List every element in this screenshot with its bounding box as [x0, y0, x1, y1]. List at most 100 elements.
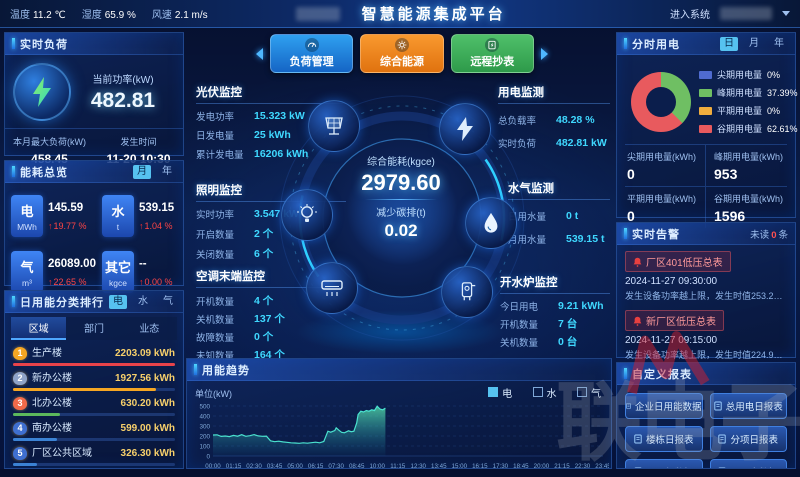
svg-text:07:30: 07:30 — [328, 463, 344, 470]
tab-gas[interactable]: 气 — [163, 295, 173, 307]
stat-row: 总负载率 48.28 % — [498, 114, 595, 127]
energy-card-other: 其它 kgce -- ↑0.00 % — [101, 251, 177, 293]
stat-row: 实时负荷 482.81 kW — [498, 137, 607, 150]
stat-row: 日发电量 25 kWh — [196, 129, 291, 142]
legend-gas[interactable]: 气 — [577, 385, 601, 400]
svg-text:21:15: 21:15 — [554, 463, 570, 470]
chevron-down-icon[interactable] — [782, 11, 790, 16]
tou-cell-flat: 平期用电量(kWh) 0 — [625, 186, 706, 228]
rank-bar — [13, 438, 175, 441]
report-button-daily-energy[interactable]: 企业日用能数据 — [625, 393, 703, 419]
alert-name: 厂区401低压总表 — [646, 258, 723, 269]
water-drop-icon — [465, 197, 517, 249]
section-pv: 光伏监控 发电功率 15.323 kW 日发电量 25 kWh 累计发电量 16206… — [196, 84, 346, 166]
nav-next-icon[interactable] — [540, 47, 548, 60]
legend-item: 峰期用电量 37.39% — [699, 86, 798, 99]
legend-water[interactable]: 水 — [532, 385, 557, 400]
top-bar: 温度 11.2 ℃ 湿度 65.9 % 风速 2.1 m/s 智慧能源集成平台 进入系… — [0, 0, 800, 28]
document-icon — [714, 401, 722, 411]
svg-text:12:30: 12:30 — [411, 463, 427, 470]
stat-row: 累计发电量 16206 kWh — [196, 148, 309, 161]
list-item[interactable]: 1 生产楼 2203.09 kWh — [13, 347, 175, 366]
document-icon — [626, 403, 631, 409]
remote-meter-button[interactable]: 远程抄表 — [450, 34, 534, 73]
report-button-daily-gas[interactable]: 日用气数据 — [625, 459, 703, 468]
username-blurred[interactable] — [720, 7, 772, 20]
lightning-badge-icon — [13, 63, 71, 121]
panel-accent — [624, 228, 627, 239]
stat-row: 开机数量 7 台 — [500, 318, 578, 331]
up-arrow-icon: ↑ — [138, 220, 144, 231]
rank-name: 厂区公共区域 — [32, 448, 92, 459]
svg-text:200: 200 — [199, 433, 210, 440]
tou-donut-chart[interactable] — [631, 71, 691, 132]
section-title: 光伏监控 — [196, 84, 346, 104]
panel-tou-electricity: 分时用电 日 月 年 尖期用电量 0% 峰期用电量 37.39% 平期用电量 0% 谷… — [616, 32, 798, 228]
rank-badge: 4 — [13, 422, 27, 435]
temperature-readout: 温度 11.2 ℃ — [10, 10, 66, 21]
rank-value: 630.20 kWh — [120, 398, 175, 409]
wind-readout: 风速 2.1 m/s — [151, 10, 208, 21]
app-title: 智慧能源集成平台 — [361, 6, 506, 23]
panel-accent — [12, 166, 15, 177]
tab-day[interactable]: 日 — [720, 36, 738, 51]
list-item[interactable]: 3 北办公楼 630.20 kWh — [13, 397, 175, 416]
alert-item[interactable]: 厂区401低压总表 2024-11-27 09:30:00 发生设备功率越上限，… — [617, 245, 795, 304]
report-button-daily-electric[interactable]: 总用电日报表 — [709, 393, 787, 419]
report-buttons: 企业日用能数据 总用电日报表 楼栋日报表 分项日报表 日用气数据 日用水数据 — [617, 385, 795, 468]
list-item[interactable]: 2 新办公楼 1927.56 kWh — [13, 372, 175, 391]
svg-text:02:30: 02:30 — [246, 463, 262, 470]
other-badge-icon: 其它 kgce — [101, 251, 134, 293]
svg-text:13:45: 13:45 — [431, 463, 447, 470]
up-arrow-icon: ↑ — [48, 276, 53, 287]
tab-region[interactable]: 区域 — [11, 317, 67, 340]
section-title: 用电监测 — [498, 84, 610, 104]
report-button-building-daily[interactable]: 楼栋日报表 — [625, 426, 703, 452]
rank-name: 北办公楼 — [32, 398, 72, 409]
section-boiler: 开水炉监控 今日用电 9.21 kWh 开机数量 7 台 关机数量 0 台 — [500, 274, 610, 352]
divider — [365, 199, 437, 200]
svg-text:18:45: 18:45 — [513, 463, 529, 470]
stat-row: 关机数量 0 台 — [500, 336, 578, 349]
tou-cell-peak: 峰期用电量(kWh) 953 — [706, 144, 787, 186]
panel-accent — [12, 38, 15, 49]
tab-business[interactable]: 业态 — [139, 324, 160, 335]
meter-icon — [485, 38, 500, 52]
tab-department[interactable]: 部门 — [83, 324, 104, 335]
chart-unit-label: 单位(kW) — [195, 388, 232, 399]
gear-icon — [394, 38, 409, 52]
stat-row: 开机数量 4 个 — [196, 295, 274, 308]
svg-text:16:15: 16:15 — [472, 463, 488, 470]
tab-electric[interactable]: 电 — [109, 294, 127, 309]
core-energy-value: 2979.60 — [361, 170, 441, 195]
section-title: 照明监控 — [196, 182, 346, 202]
tab-year[interactable]: 年 — [162, 165, 172, 177]
tab-month[interactable]: 月 — [749, 37, 759, 49]
svg-text:01:15: 01:15 — [226, 463, 242, 470]
lightning-icon — [439, 103, 491, 155]
load-management-button[interactable]: 负荷管理 — [270, 34, 354, 73]
panel-title: 日用能分类排行 — [20, 296, 104, 309]
energy-card-gas: 气 m³ 26089.00 ↑22.65 % — [11, 251, 96, 293]
list-item[interactable]: 5 厂区公共区域 326.30 kWh — [13, 447, 175, 466]
tab-water[interactable]: 水 — [138, 295, 148, 307]
panel-accent — [624, 368, 627, 379]
panel-title: 能耗总览 — [20, 166, 68, 179]
report-button-daily-water[interactable]: 日用水数据 — [709, 459, 787, 468]
solar-panel-icon — [308, 100, 360, 152]
legend-electric[interactable]: 电 — [488, 385, 512, 400]
nav-prev-icon[interactable] — [256, 47, 263, 60]
alert-item[interactable]: 新厂区低压总表 2024-11-27 09:15:00 发生设备功率越上限，发生… — [617, 304, 795, 363]
boiler-icon — [441, 266, 493, 318]
section-water: 水气监测 日用水量 0 t 月用水量 539.15 t — [508, 180, 610, 255]
current-power-label: 当前功率(kW) — [92, 75, 154, 86]
enter-system-link[interactable]: 进入系统 — [670, 10, 710, 21]
list-item[interactable]: 4 南办公楼 599.00 kWh — [13, 422, 175, 441]
trend-area-chart[interactable]: 0 100 200 300 400 500 00:00 01:15 02:30 03:45 05:0… — [189, 402, 609, 472]
tab-year[interactable]: 年 — [774, 37, 784, 49]
tab-month[interactable]: 月 — [133, 164, 151, 179]
report-button-subitem-daily[interactable]: 分项日报表 — [709, 426, 787, 452]
integrated-energy-button[interactable]: 综合能源 — [360, 34, 444, 73]
